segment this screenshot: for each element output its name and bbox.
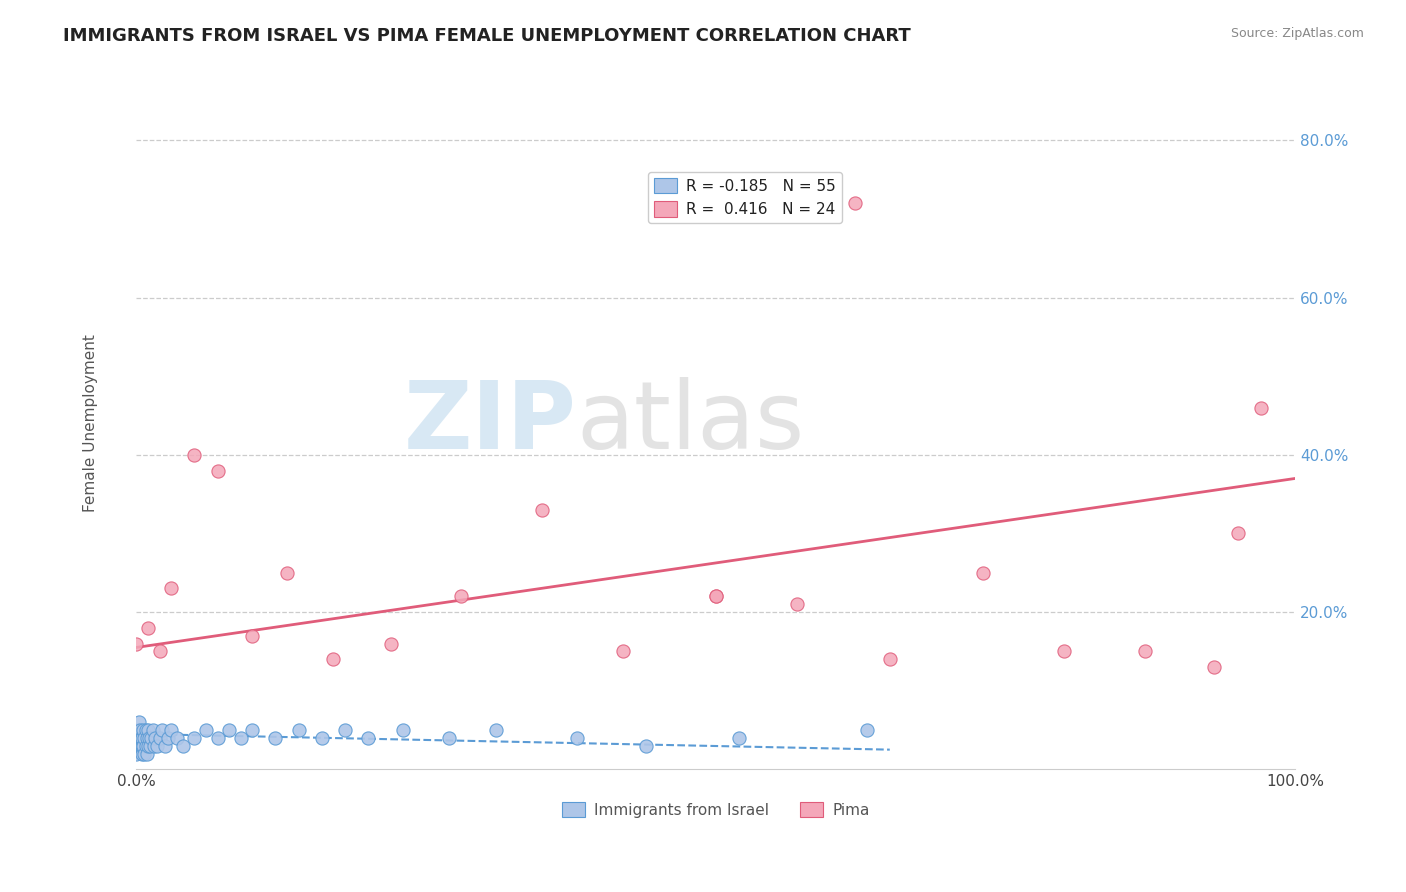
Point <box>333 723 356 737</box>
Point <box>148 731 170 745</box>
Point <box>139 739 162 753</box>
Point <box>636 739 658 753</box>
Point <box>155 739 177 753</box>
Text: IMMIGRANTS FROM ISRAEL VS PIMA FEMALE UNEMPLOYMENT CORRELATION CHART: IMMIGRANTS FROM ISRAEL VS PIMA FEMALE UN… <box>63 27 911 45</box>
Point <box>143 731 166 745</box>
Point <box>786 597 808 611</box>
Point <box>1053 644 1076 658</box>
Point <box>322 652 344 666</box>
Text: ZIP: ZIP <box>404 377 576 469</box>
Point <box>131 739 153 753</box>
Legend: Immigrants from Israel, Pima: Immigrants from Israel, Pima <box>557 796 876 824</box>
Text: atlas: atlas <box>576 377 806 469</box>
Point <box>704 590 727 604</box>
Point <box>128 731 150 745</box>
Point <box>565 731 588 745</box>
Point <box>142 739 165 753</box>
Point <box>131 747 153 761</box>
Point <box>128 739 150 753</box>
Point <box>531 503 554 517</box>
Point <box>156 731 179 745</box>
Point <box>142 723 165 737</box>
Point <box>1226 526 1249 541</box>
Point <box>129 731 152 745</box>
Point <box>146 739 169 753</box>
Point <box>704 590 727 604</box>
Point <box>207 731 229 745</box>
Point <box>229 731 252 745</box>
Point <box>129 739 152 753</box>
Point <box>450 590 472 604</box>
Point <box>1133 644 1156 658</box>
Point <box>134 731 156 745</box>
Point <box>879 652 901 666</box>
Point <box>135 731 157 745</box>
Point <box>172 739 194 753</box>
Point <box>728 731 751 745</box>
Point <box>1204 660 1226 674</box>
Point <box>131 731 153 745</box>
Point <box>276 566 298 580</box>
Point <box>128 723 150 737</box>
Point <box>240 723 263 737</box>
Point <box>160 723 183 737</box>
Point <box>127 739 149 753</box>
Text: Female Unemployment: Female Unemployment <box>83 334 97 512</box>
Point <box>218 723 240 737</box>
Point <box>135 739 157 753</box>
Point <box>240 629 263 643</box>
Point <box>132 739 155 753</box>
Point <box>264 731 287 745</box>
Point <box>138 731 160 745</box>
Point <box>207 464 229 478</box>
Point <box>183 448 205 462</box>
Point <box>194 723 217 737</box>
Point <box>1250 401 1272 415</box>
Point <box>135 747 157 761</box>
Point <box>127 723 149 737</box>
Point <box>855 723 877 737</box>
Point <box>166 731 188 745</box>
Point <box>357 731 380 745</box>
Point <box>125 636 148 650</box>
Point <box>150 723 173 737</box>
Point <box>392 723 415 737</box>
Point <box>141 731 163 745</box>
Point <box>148 644 170 658</box>
Point <box>136 621 159 635</box>
Point <box>132 723 155 737</box>
Point <box>485 723 508 737</box>
Point <box>134 747 156 761</box>
Point <box>311 731 333 745</box>
Point <box>136 739 159 753</box>
Text: Source: ZipAtlas.com: Source: ZipAtlas.com <box>1230 27 1364 40</box>
Point <box>844 196 866 211</box>
Point <box>287 723 309 737</box>
Point <box>160 582 183 596</box>
Point <box>136 723 159 737</box>
Point <box>380 636 402 650</box>
Point <box>125 747 148 761</box>
Point <box>183 731 205 745</box>
Point <box>612 644 634 658</box>
Point <box>128 715 150 730</box>
Point <box>128 731 150 745</box>
Point <box>439 731 461 745</box>
Point <box>135 723 157 737</box>
Point <box>972 566 994 580</box>
